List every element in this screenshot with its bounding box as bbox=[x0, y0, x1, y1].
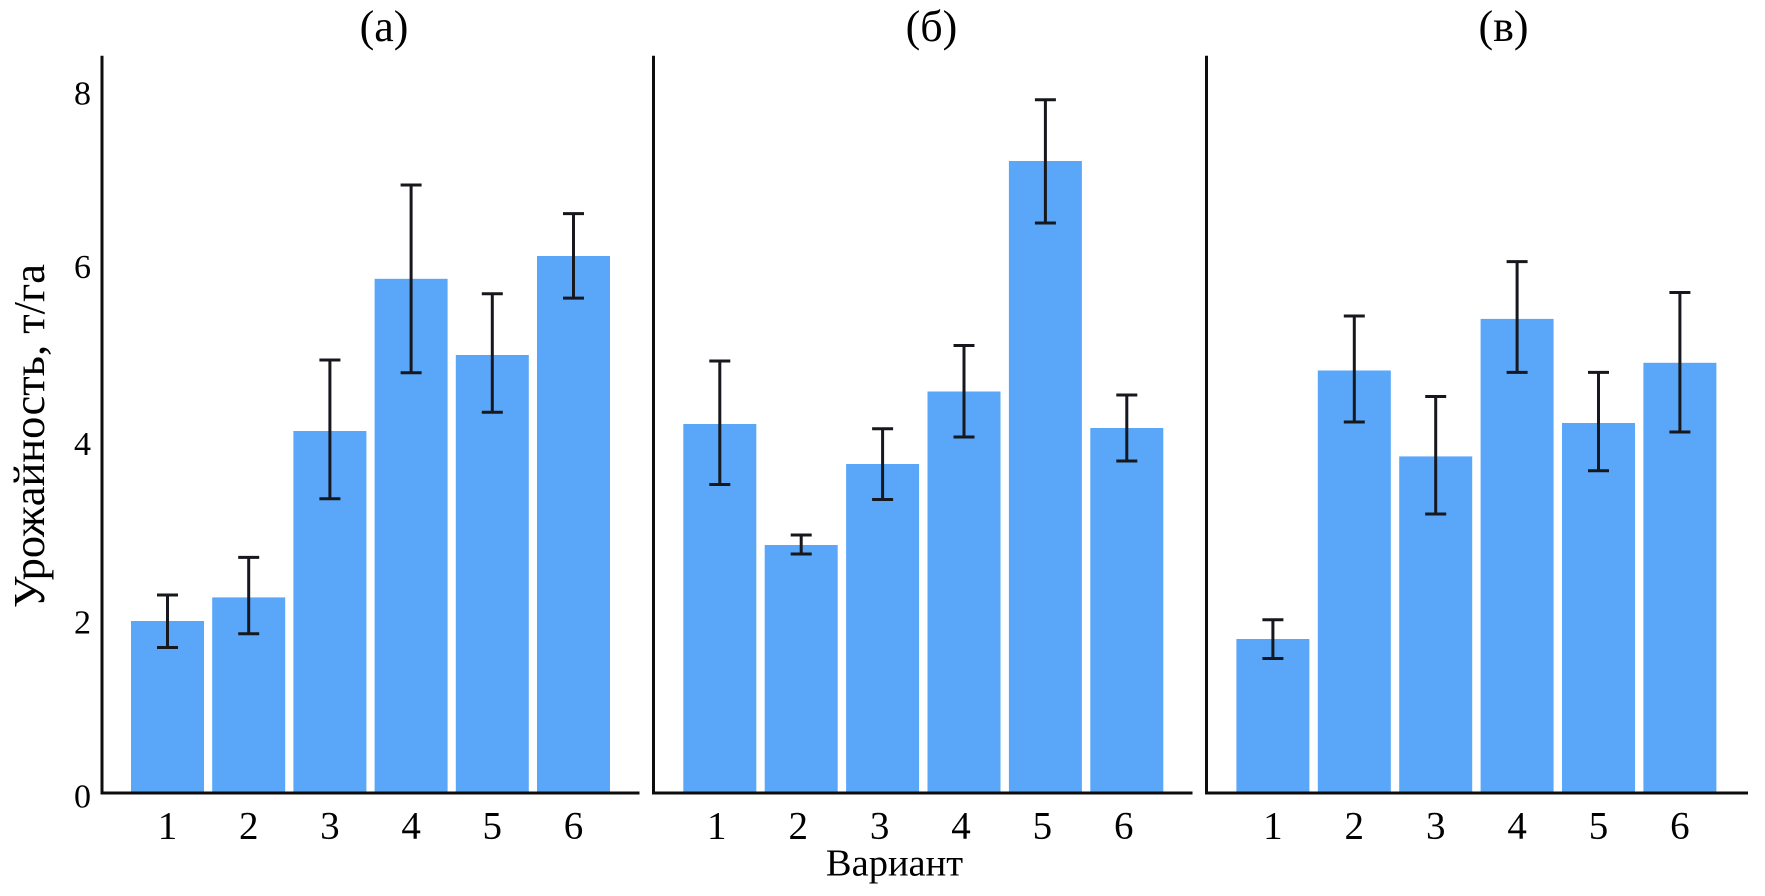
svg-text:0: 0 bbox=[74, 779, 91, 816]
svg-text:3: 3 bbox=[1426, 805, 1446, 848]
svg-text:1: 1 bbox=[1263, 805, 1283, 848]
svg-text:8: 8 bbox=[74, 76, 91, 113]
svg-text:2: 2 bbox=[239, 805, 259, 848]
svg-text:6: 6 bbox=[1670, 805, 1690, 848]
svg-text:6: 6 bbox=[1114, 805, 1134, 848]
svg-text:5: 5 bbox=[483, 805, 503, 848]
svg-text:(в): (в) bbox=[1478, 2, 1528, 51]
svg-text:2: 2 bbox=[1345, 805, 1365, 848]
svg-text:Урожайность, т/га: Урожайность, т/га bbox=[4, 264, 54, 608]
svg-text:5: 5 bbox=[1033, 805, 1053, 848]
svg-text:4: 4 bbox=[74, 426, 91, 463]
svg-text:3: 3 bbox=[320, 805, 340, 848]
svg-text:(а): (а) bbox=[360, 2, 409, 51]
svg-text:3: 3 bbox=[870, 805, 890, 848]
svg-text:2: 2 bbox=[788, 805, 808, 848]
svg-text:(б): (б) bbox=[906, 2, 958, 51]
svg-text:6: 6 bbox=[74, 249, 91, 286]
svg-text:2: 2 bbox=[74, 604, 91, 641]
svg-text:Вариант: Вариант bbox=[826, 843, 963, 885]
svg-text:4: 4 bbox=[951, 805, 971, 848]
svg-text:1: 1 bbox=[158, 805, 178, 848]
svg-text:1: 1 bbox=[707, 805, 727, 848]
svg-text:5: 5 bbox=[1589, 805, 1609, 848]
svg-text:4: 4 bbox=[401, 805, 421, 848]
svg-text:4: 4 bbox=[1507, 805, 1527, 848]
svg-text:6: 6 bbox=[564, 805, 584, 848]
